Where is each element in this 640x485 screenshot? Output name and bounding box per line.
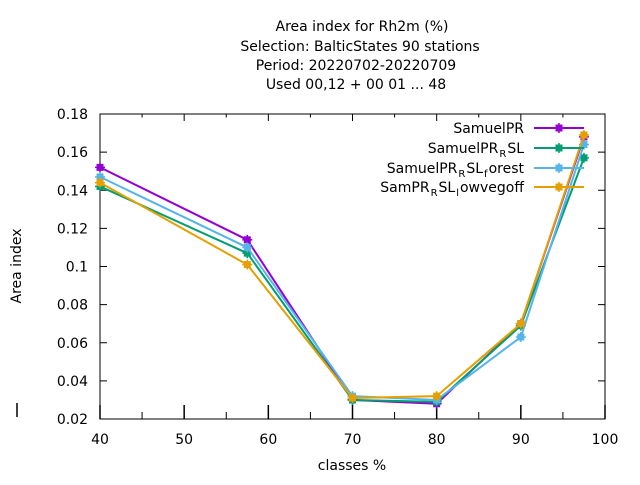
legend-item: SamuelPRRSL: [428, 141, 584, 160]
legend: SamuelPR SamuelPRRSLSamuelPRRSLforestSamP…: [380, 121, 584, 199]
title-line-2: Selection: BalticStates 90 stations: [240, 39, 479, 55]
x-axis: 40 50 60 70 80 90 100: [91, 114, 618, 448]
y-tick-label: 0.02: [57, 412, 88, 428]
x-tick-label: 60: [259, 432, 277, 448]
data-point: [578, 129, 589, 140]
data-point: [515, 332, 526, 343]
y-tick-label: 0.1: [66, 260, 88, 276]
legend-label: SamuelPRRSL: [428, 141, 524, 160]
data-point: [431, 391, 442, 402]
legend-label: SamPRRSLlowvegoff: [380, 180, 524, 199]
legend-marker: [554, 143, 564, 153]
legend-marker: [554, 123, 564, 133]
series-sampr-rsl-lowvegoff: [95, 129, 589, 404]
data-point: [95, 177, 105, 188]
y-axis-label: Area index: [9, 229, 25, 304]
data-point: [242, 259, 253, 270]
data-point: [95, 162, 105, 173]
title-line-3: Period: 20220702-20220709: [256, 58, 456, 74]
y-tick-label: 0.14: [57, 183, 88, 199]
data-point: [347, 393, 358, 404]
legend-label: SamuelPRRSLforest: [387, 161, 525, 180]
y-tick-label: 0.18: [57, 107, 88, 123]
x-tick-label: 100: [592, 432, 619, 448]
legend-item: SamuelPR: [453, 121, 584, 137]
legend-item: SamuelPRRSLforest: [387, 161, 584, 180]
title-line-1: Area index for Rh2m (%): [276, 19, 449, 35]
series-lines: [95, 129, 589, 409]
y-tick-label: 0.06: [57, 336, 88, 352]
y-tick-label: 0.16: [57, 145, 88, 161]
plot-area-frame: [99, 113, 606, 420]
x-tick-label: 70: [344, 432, 362, 448]
y-tick-label: 0.04: [57, 374, 88, 390]
legend-marker: [554, 163, 564, 173]
x-axis-label: classes %: [318, 458, 386, 474]
title-line-4: Used 00,12 + 00 01 ... 48: [266, 77, 446, 93]
x-tick-label: 90: [512, 432, 530, 448]
y-axis: 0.02 0.04 0.06 0.08 0.1 0.12 0.14 0.16 0.18: [57, 107, 605, 428]
data-point: [242, 242, 253, 253]
series-line: [99, 157, 585, 403]
legend-marker: [554, 182, 564, 192]
y-tick-label: 0.12: [57, 221, 88, 237]
series-line: [99, 134, 585, 400]
x-tick-label: 80: [428, 432, 446, 448]
x-tick-label: 50: [175, 432, 193, 448]
y-tick-label: 0.08: [57, 298, 88, 314]
legend-label: SamuelPR: [453, 121, 524, 137]
chart-title: Area index for Rh2m (%) Selection: Balti…: [240, 19, 479, 93]
data-point: [515, 318, 526, 329]
legend-item: SamPRRSLlowvegoff: [380, 180, 584, 199]
x-tick-label: 40: [91, 432, 109, 448]
